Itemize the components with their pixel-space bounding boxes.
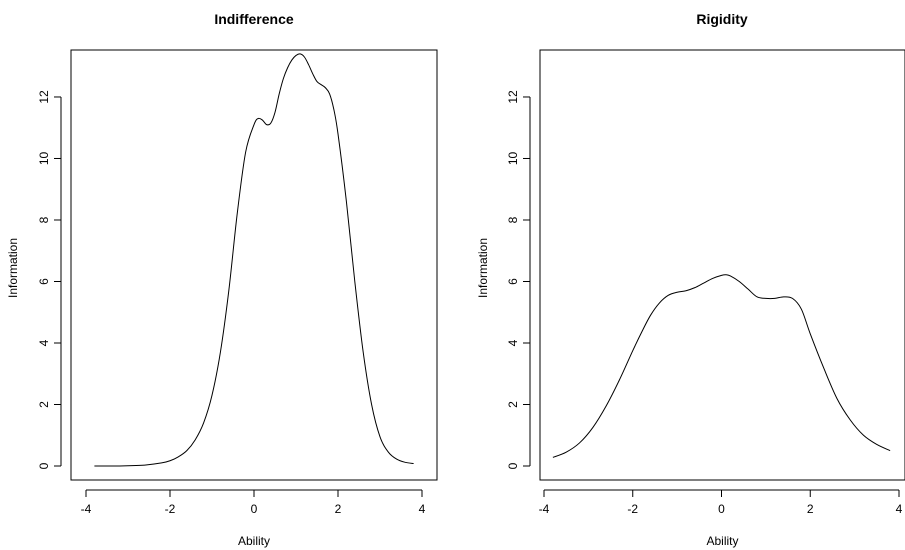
x-tick-label-indifference: 0 xyxy=(251,502,258,516)
x-tick-label-indifference: -2 xyxy=(165,502,176,516)
y-tick-label-indifference: 0 xyxy=(37,462,51,469)
x-tick-label-indifference: 2 xyxy=(335,502,342,516)
panel-indifference: Indifference -4 -2 0 2 4 0 2 4 6 8 10 12 Ability Infor… xyxy=(6,11,438,548)
plot-frame-rigidity xyxy=(539,49,905,481)
y-tick-label-rigidity: 12 xyxy=(506,90,520,104)
x-tick-label-indifference: -4 xyxy=(81,502,92,516)
y-tick-label-indifference: 8 xyxy=(37,216,51,223)
y-tick-label-indifference: 10 xyxy=(37,151,51,165)
y-tick-label-indifference: 12 xyxy=(37,90,51,104)
x-tick-label-rigidity: 0 xyxy=(718,502,725,516)
panel-rigidity: Rigidity -4 -2 0 2 4 0 2 4 6 8 10 12 Ability Informati… xyxy=(476,11,905,548)
information-curve-indifference xyxy=(94,53,414,467)
y-tick-label-rigidity: 10 xyxy=(506,151,520,165)
y-axis-label-indifference: Information xyxy=(6,238,20,298)
y-tick-label-rigidity: 8 xyxy=(506,216,520,223)
chart-title-indifference: Indifference xyxy=(214,11,294,27)
x-tick-label-rigidity: 4 xyxy=(896,502,903,516)
x-axis-label-rigidity: Ability xyxy=(706,534,738,548)
y-tick-label-indifference: 6 xyxy=(37,278,51,285)
y-tick-label-indifference: 2 xyxy=(37,401,51,408)
x-axis-label-indifference: Ability xyxy=(238,534,270,548)
x-tick-label-rigidity: 2 xyxy=(807,502,814,516)
y-tick-label-rigidity: 0 xyxy=(506,462,520,469)
information-curve-rigidity xyxy=(552,274,891,458)
plot-frame-indifference xyxy=(70,49,438,481)
y-tick-label-rigidity: 4 xyxy=(506,339,520,346)
x-tick-label-rigidity: -2 xyxy=(627,502,638,516)
chart-title-rigidity: Rigidity xyxy=(696,11,748,27)
y-tick-label-indifference: 4 xyxy=(37,339,51,346)
x-tick-label-indifference: 4 xyxy=(419,502,426,516)
y-axis-label-rigidity: Information xyxy=(476,238,490,298)
y-tick-label-rigidity: 2 xyxy=(506,401,520,408)
y-tick-label-rigidity: 6 xyxy=(506,278,520,285)
x-tick-label-rigidity: -4 xyxy=(539,502,550,516)
